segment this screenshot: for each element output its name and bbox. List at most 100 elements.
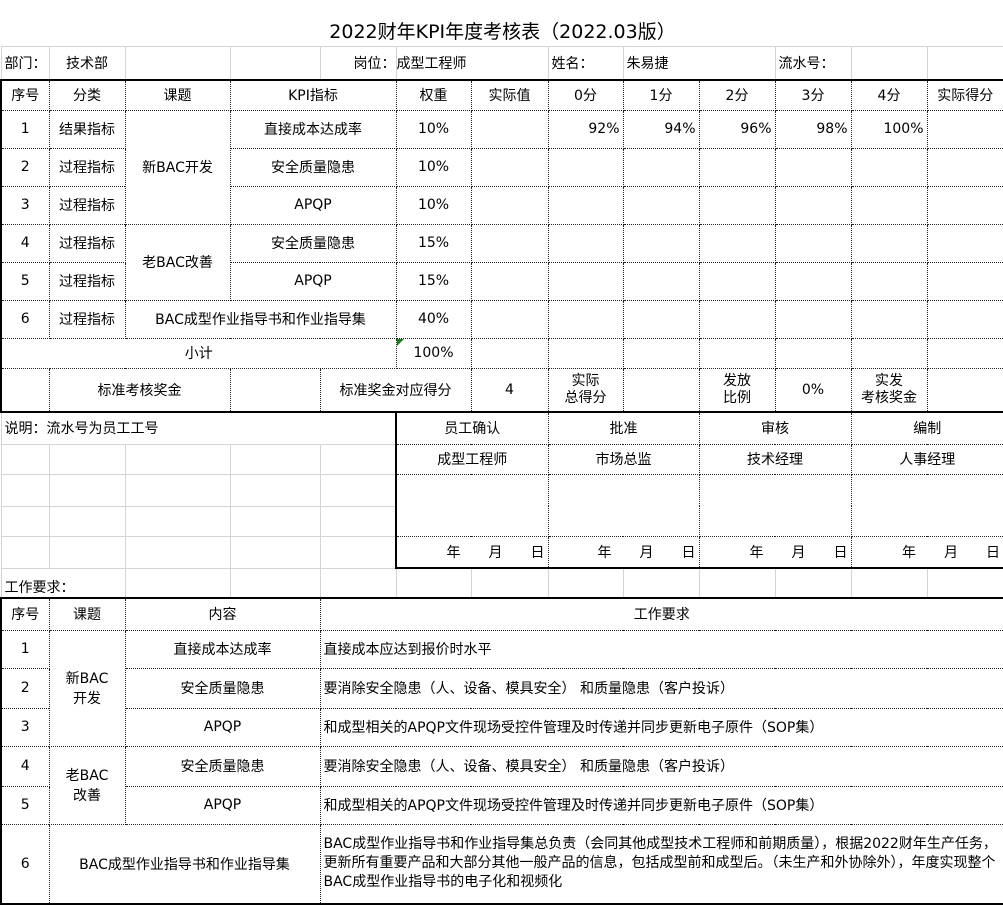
header-score-1[interactable]: 1分 bbox=[622, 79, 700, 111]
row-no[interactable]: 3 bbox=[0, 185, 50, 225]
row-no[interactable]: 4 bbox=[0, 223, 50, 263]
row-weight[interactable]: 40% bbox=[395, 299, 472, 339]
cell[interactable] bbox=[124, 505, 231, 537]
cell[interactable] bbox=[774, 299, 852, 339]
cell[interactable] bbox=[926, 147, 1003, 187]
cell[interactable] bbox=[850, 567, 928, 599]
req-no[interactable]: 5 bbox=[0, 785, 50, 825]
standard-bonus-value[interactable] bbox=[229, 367, 321, 413]
signature-approve[interactable] bbox=[547, 473, 700, 537]
row-actual-score[interactable] bbox=[926, 109, 1003, 149]
cell[interactable] bbox=[319, 473, 397, 507]
row-category[interactable]: 过程指标 bbox=[48, 299, 126, 339]
header-score-4[interactable]: 4分 bbox=[850, 79, 928, 111]
cell[interactable] bbox=[470, 337, 549, 369]
signoff-role-employee[interactable]: 成型工程师 bbox=[395, 443, 549, 475]
serial-value[interactable] bbox=[850, 45, 928, 81]
cell[interactable] bbox=[48, 505, 126, 537]
cell[interactable] bbox=[229, 45, 321, 81]
row-weight[interactable]: 10% bbox=[395, 109, 472, 149]
date-employee[interactable]: 年月日 bbox=[395, 535, 549, 569]
cell[interactable] bbox=[124, 473, 231, 507]
total-score-value[interactable] bbox=[622, 367, 700, 413]
cell[interactable] bbox=[926, 261, 1003, 301]
dept-value[interactable]: 技术部 bbox=[48, 45, 126, 81]
cell[interactable] bbox=[850, 147, 928, 187]
cell[interactable] bbox=[470, 261, 549, 301]
cell[interactable] bbox=[926, 567, 1003, 599]
dept-label[interactable]: 部门： bbox=[0, 45, 50, 81]
req-no[interactable]: 4 bbox=[0, 745, 50, 787]
cell[interactable] bbox=[698, 147, 776, 187]
header-score-0[interactable]: 0分 bbox=[547, 79, 624, 111]
row-weight[interactable]: 15% bbox=[395, 223, 472, 263]
row-category[interactable]: 过程指标 bbox=[48, 261, 126, 301]
cell[interactable] bbox=[926, 299, 1003, 339]
cell[interactable] bbox=[774, 337, 852, 369]
cell[interactable] bbox=[0, 535, 50, 569]
req-content[interactable]: 直接成本达成率 bbox=[124, 629, 321, 669]
row-score-2[interactable]: 96% bbox=[698, 109, 776, 149]
cell[interactable] bbox=[547, 261, 624, 301]
standard-score-label[interactable]: 标准奖金对应得分 bbox=[319, 367, 472, 413]
cell[interactable] bbox=[774, 567, 852, 599]
req-content[interactable]: APQP bbox=[124, 707, 321, 747]
cell[interactable] bbox=[124, 45, 231, 81]
cell[interactable] bbox=[774, 147, 852, 187]
signoff-role-approve[interactable]: 市场总监 bbox=[547, 443, 700, 475]
row-category[interactable]: 过程指标 bbox=[48, 147, 126, 187]
ratio-label[interactable]: 发放 比例 bbox=[698, 367, 776, 413]
cell[interactable] bbox=[124, 567, 231, 599]
cell[interactable] bbox=[698, 337, 776, 369]
cell[interactable] bbox=[850, 299, 928, 339]
cell[interactable] bbox=[0, 505, 50, 537]
req-text[interactable]: 和成型相关的APQP文件现场受控件管理及时传递并同步更新电子原件（SOP集） bbox=[319, 785, 1003, 825]
req-content[interactable]: 安全质量隐患 bbox=[124, 667, 321, 709]
req-header-requirement[interactable]: 工作要求 bbox=[319, 597, 1003, 631]
cell[interactable] bbox=[622, 567, 700, 599]
req-text[interactable]: 要消除安全隐患（人、设备、模具安全） 和质量隐患（客户投诉） bbox=[319, 745, 1003, 787]
cell[interactable] bbox=[319, 567, 397, 599]
cell[interactable] bbox=[926, 185, 1003, 225]
cell[interactable] bbox=[547, 185, 624, 225]
row-kpi[interactable]: 安全质量隐患 bbox=[229, 147, 397, 187]
req-no[interactable]: 2 bbox=[0, 667, 50, 709]
cell[interactable] bbox=[229, 505, 321, 537]
note[interactable]: 说明：流水号为员工工号 bbox=[0, 411, 397, 445]
cell[interactable] bbox=[622, 299, 700, 339]
cell[interactable] bbox=[698, 299, 776, 339]
cell[interactable] bbox=[850, 337, 928, 369]
req-no[interactable]: 3 bbox=[0, 707, 50, 747]
signoff-header-review[interactable]: 审核 bbox=[698, 411, 852, 445]
name-label[interactable]: 姓名： bbox=[547, 45, 624, 81]
header-actual[interactable]: 实际值 bbox=[470, 79, 549, 111]
row-no[interactable]: 6 bbox=[0, 299, 50, 339]
row-category[interactable]: 过程指标 bbox=[48, 223, 126, 263]
cell[interactable] bbox=[48, 535, 126, 569]
cell[interactable] bbox=[698, 567, 776, 599]
cell[interactable] bbox=[774, 261, 852, 301]
cell[interactable] bbox=[774, 185, 852, 225]
cell[interactable] bbox=[698, 223, 776, 263]
cell[interactable] bbox=[622, 223, 700, 263]
header-score-2[interactable]: 2分 bbox=[698, 79, 776, 111]
cell[interactable] bbox=[470, 147, 549, 187]
header-no[interactable]: 序号 bbox=[0, 79, 50, 111]
paid-bonus-label[interactable]: 实发 考核奖金 bbox=[850, 367, 928, 413]
topic-old-bac[interactable]: 老BAC改善 bbox=[124, 223, 231, 301]
cell[interactable] bbox=[48, 443, 126, 475]
date-prepare[interactable]: 年月日 bbox=[850, 535, 1003, 569]
row-actual[interactable] bbox=[470, 109, 549, 149]
cell[interactable] bbox=[622, 185, 700, 225]
position-label[interactable]: 岗位： bbox=[319, 45, 397, 81]
row-kpi[interactable]: 直接成本达成率 bbox=[229, 109, 397, 149]
topic-new-bac[interactable]: 新BAC开发 bbox=[124, 109, 231, 225]
cell[interactable] bbox=[622, 337, 700, 369]
header-actual-score[interactable]: 实际得分 bbox=[926, 79, 1003, 111]
cell[interactable] bbox=[547, 147, 624, 187]
standard-bonus-label[interactable]: 标准考核奖金 bbox=[48, 367, 231, 413]
cell[interactable] bbox=[319, 505, 397, 537]
cell[interactable] bbox=[926, 337, 1003, 369]
signoff-header-prepare[interactable]: 编制 bbox=[850, 411, 1003, 445]
cell[interactable] bbox=[229, 473, 321, 507]
